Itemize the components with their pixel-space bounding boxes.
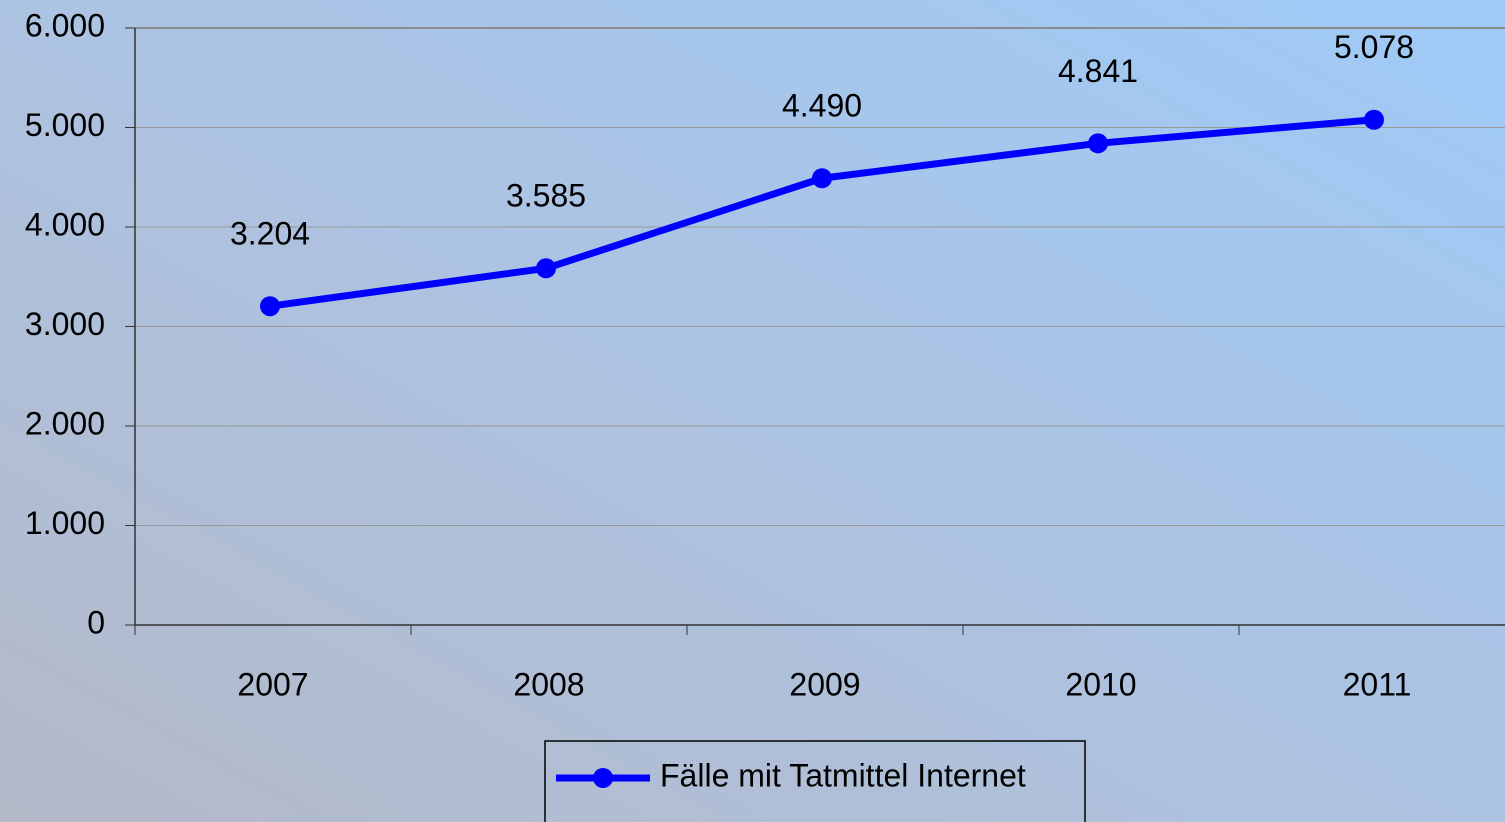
- y-tick-label: 6.000: [25, 7, 105, 43]
- marker: [536, 258, 556, 279]
- x-tick-label: 2008: [513, 666, 584, 702]
- legend-box: [544, 740, 1086, 822]
- data-label: 3.585: [506, 178, 586, 214]
- y-tick-label: 4.000: [25, 206, 105, 242]
- y-tick-label: 0: [87, 604, 105, 640]
- marker: [260, 296, 280, 317]
- marker: [812, 168, 832, 189]
- y-tick-label: 2.000: [25, 405, 105, 441]
- x-tick-label: 2010: [1065, 666, 1136, 702]
- legend-label: Fälle mit Tatmittel Internet: [660, 757, 1026, 793]
- y-tick-label: 5.000: [25, 107, 105, 143]
- marker: [1364, 109, 1384, 130]
- data-label: 3.204: [230, 216, 310, 252]
- x-tick-label: 2011: [1343, 666, 1412, 702]
- x-tick-label: 2009: [789, 666, 860, 702]
- y-tick-label: 3.000: [25, 306, 105, 342]
- data-label: 4.841: [1058, 53, 1138, 89]
- legend-marker: [593, 768, 613, 788]
- marker: [1088, 133, 1108, 154]
- data-label: 4.490: [782, 88, 862, 124]
- x-tick-label: 2007: [237, 666, 308, 702]
- y-tick-label: 1.000: [25, 505, 105, 541]
- data-label: 5.078: [1334, 29, 1414, 65]
